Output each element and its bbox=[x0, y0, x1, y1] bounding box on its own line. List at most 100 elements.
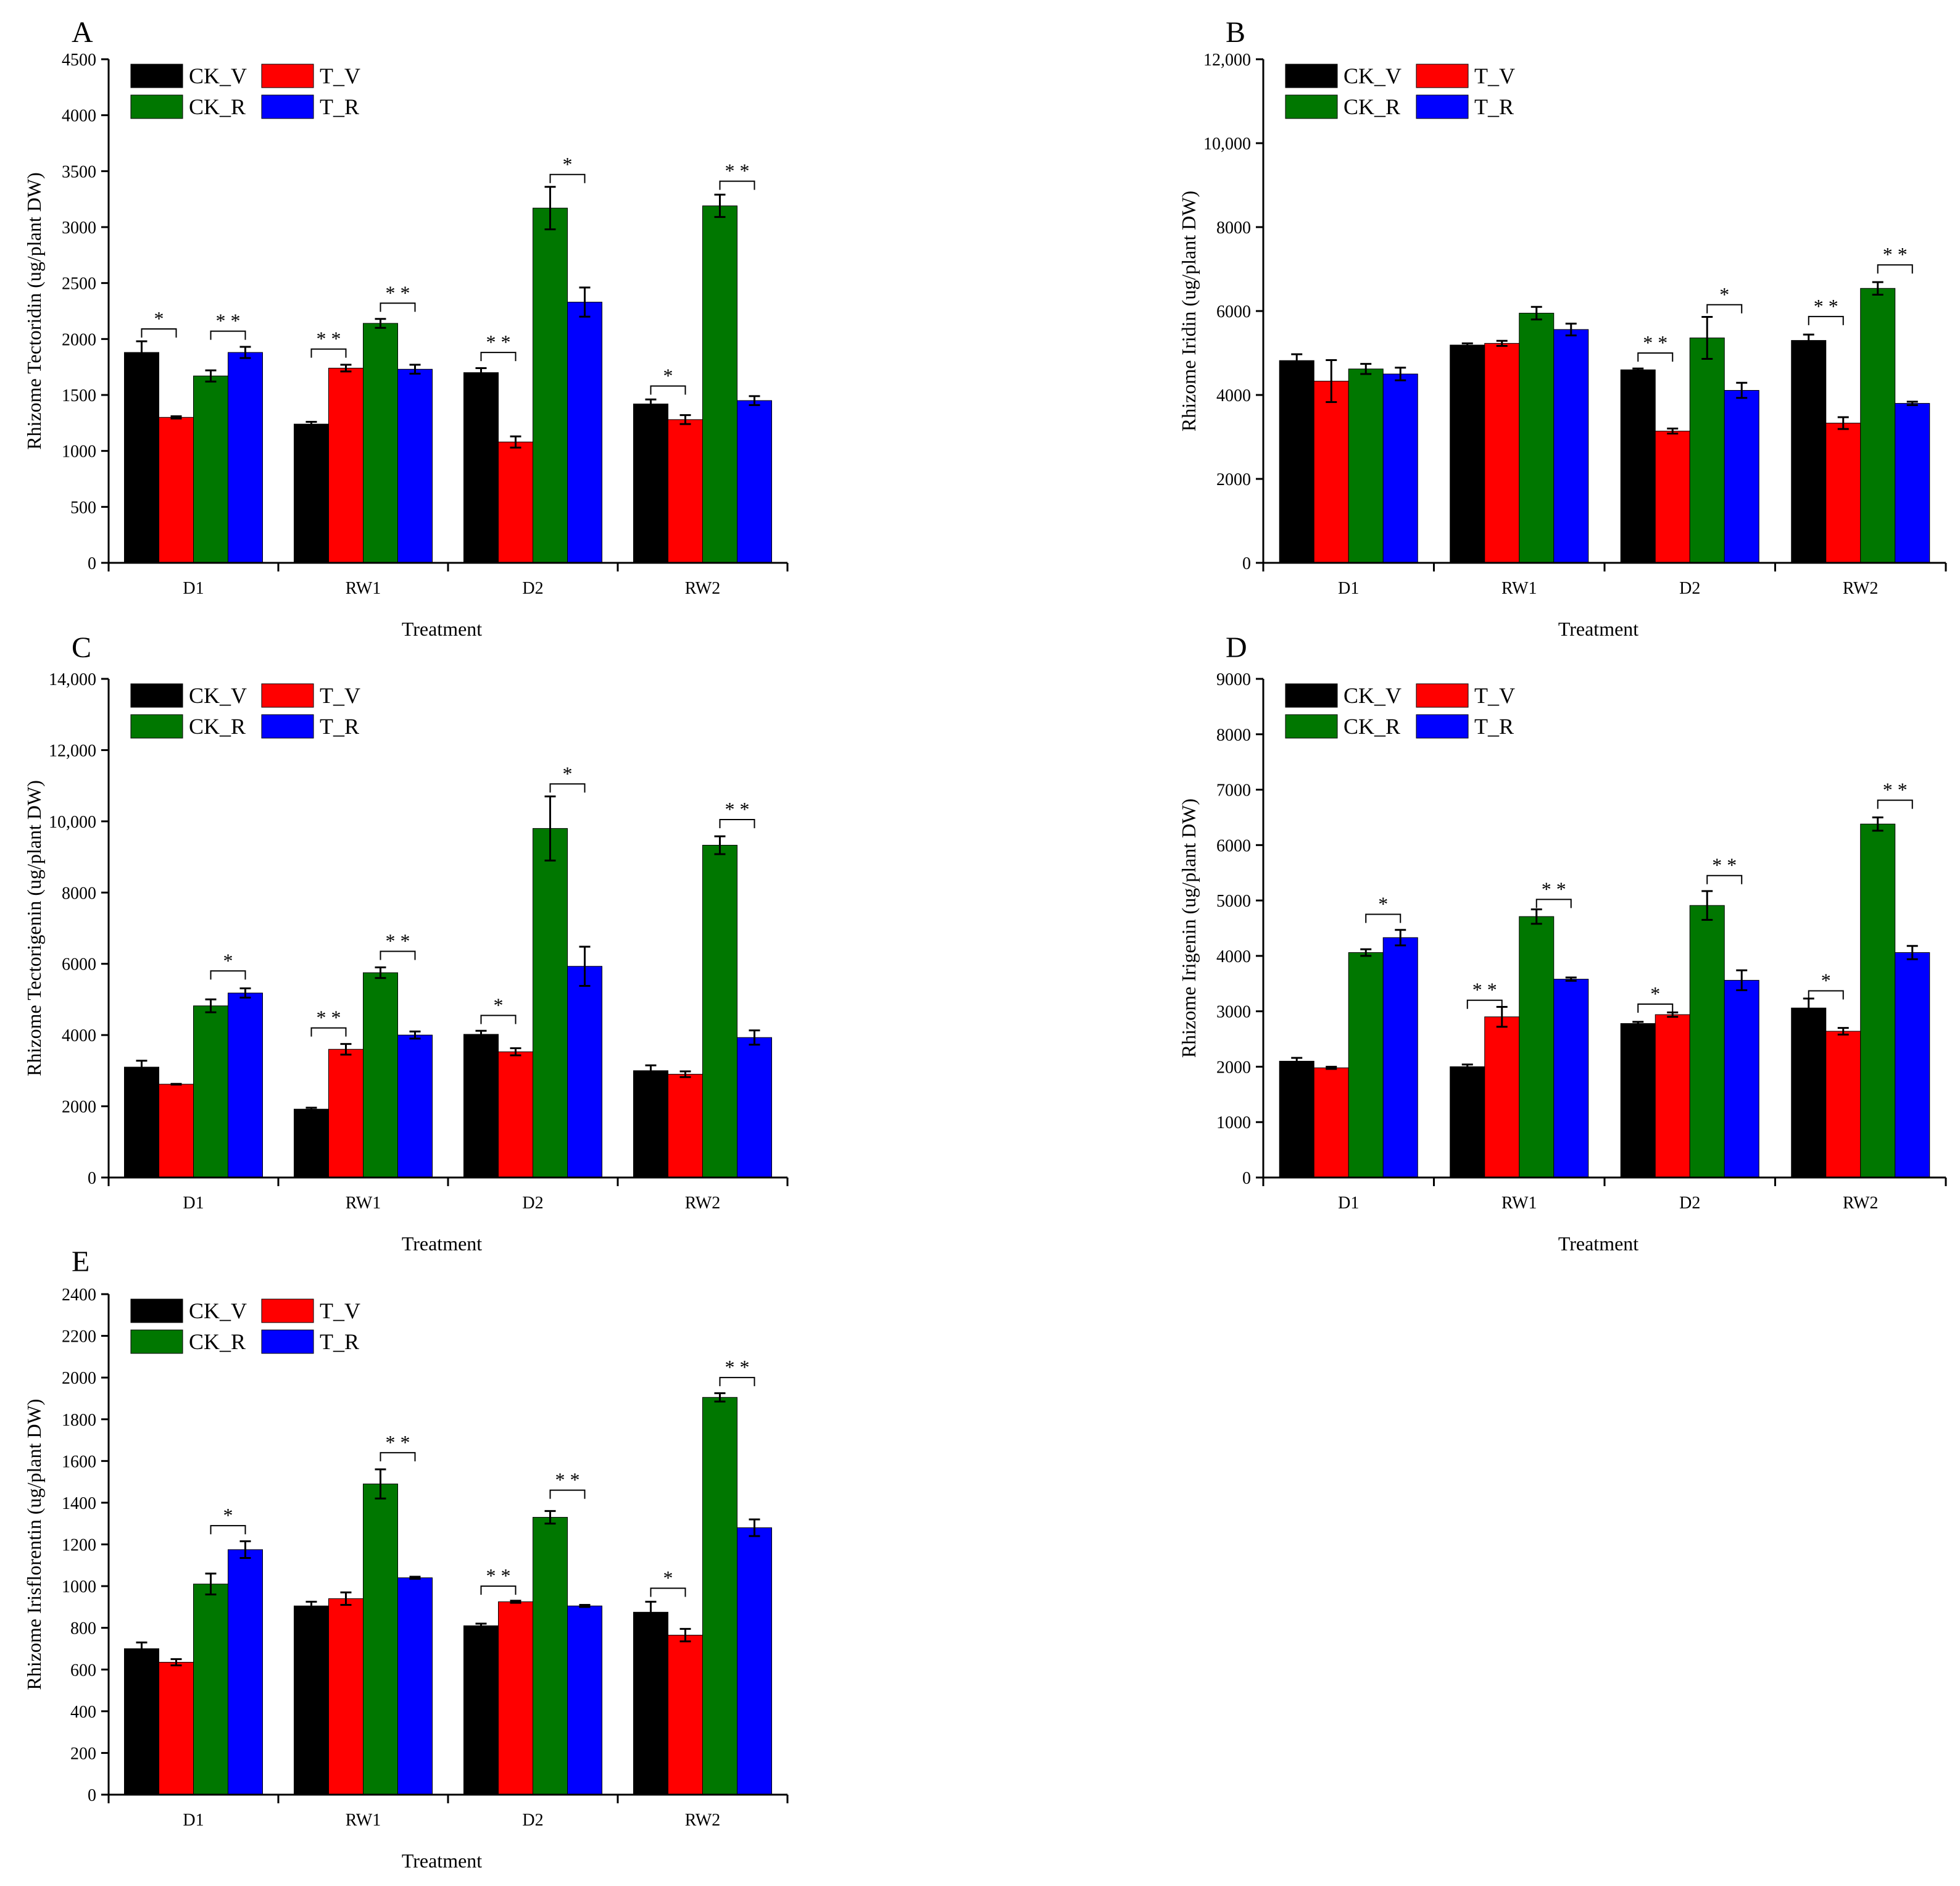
y-tick-label: 1400 bbox=[62, 1494, 96, 1513]
bar-ck-r-rw1 bbox=[363, 1484, 398, 1795]
bar-ck-r-rw2 bbox=[1860, 823, 1896, 1178]
bar-ck-v-rw2 bbox=[1791, 340, 1827, 563]
y-tick-label: 8000 bbox=[1216, 726, 1251, 745]
significance-bracket bbox=[310, 348, 347, 358]
bar-ck-v-rw1 bbox=[294, 423, 329, 563]
x-axis-title: Treatment bbox=[402, 618, 482, 640]
legend: CK_V T_V CK_R T_R bbox=[130, 683, 360, 739]
y-tick-label: 10,000 bbox=[49, 813, 96, 832]
legend-swatch-t-v bbox=[261, 64, 314, 88]
bar-ck-r-rw1 bbox=[1519, 312, 1555, 563]
legend-swatch-t-r bbox=[1416, 94, 1469, 119]
significance-label: * bbox=[1719, 283, 1729, 305]
x-axis-title: Treatment bbox=[1558, 618, 1638, 640]
bar-ck-v-d1 bbox=[124, 1648, 159, 1795]
significance-bracket bbox=[1808, 315, 1844, 325]
bar-ck-v-d2 bbox=[463, 372, 499, 563]
y-tick-label: 4000 bbox=[1216, 386, 1251, 405]
y-axis-title: Rhizome Iridin (ug/plant DW) bbox=[1177, 191, 1200, 431]
bar-t-r-rw1 bbox=[397, 368, 433, 563]
legend-label-t-r: T_R bbox=[320, 94, 359, 119]
significance-bracket bbox=[380, 302, 416, 312]
bar-t-r-d2 bbox=[567, 1605, 602, 1795]
legend-swatch-ck-r bbox=[1285, 714, 1338, 739]
bar-t-v-d1 bbox=[1313, 381, 1349, 563]
significance-label: * * bbox=[1883, 243, 1908, 265]
panel-letter: A bbox=[72, 16, 93, 49]
legend-swatch-ck-v bbox=[1285, 683, 1338, 708]
significance-label: * * bbox=[1712, 854, 1737, 876]
bar-ck-v-rw1 bbox=[294, 1108, 329, 1178]
bar-ck-r-rw2 bbox=[702, 206, 737, 563]
bar-t-v-d2 bbox=[498, 1051, 533, 1178]
legend-swatch-t-r bbox=[261, 714, 314, 739]
bar-t-v-d2 bbox=[1655, 1014, 1690, 1178]
y-tick-label: 7000 bbox=[1216, 781, 1251, 800]
y-tick-label: 3500 bbox=[62, 162, 96, 181]
bar-ck-v-d2 bbox=[1620, 369, 1656, 563]
legend-swatch-ck-v bbox=[130, 683, 183, 708]
bar-t-r-rw2 bbox=[737, 1527, 772, 1795]
y-tick-label: 4500 bbox=[62, 51, 96, 70]
y-tick-label: 2000 bbox=[1216, 1058, 1251, 1077]
significance-label: * * bbox=[555, 1469, 580, 1491]
bar-t-v-d2 bbox=[498, 1601, 533, 1795]
y-tick-label: 2000 bbox=[62, 1098, 96, 1117]
bar-ck-v-d2 bbox=[463, 1625, 499, 1795]
y-tick-label: 4000 bbox=[1216, 947, 1251, 966]
panel-letter: D bbox=[1226, 631, 1247, 664]
significance-label: * * bbox=[1814, 295, 1838, 317]
legend-label-ck-v: CK_V bbox=[189, 64, 247, 88]
y-tick-label: 8000 bbox=[1216, 218, 1251, 238]
y-tick-label: 0 bbox=[88, 554, 96, 573]
significance-bracket bbox=[719, 818, 755, 828]
significance-bracket bbox=[1877, 264, 1913, 274]
panel-letter: B bbox=[1226, 16, 1245, 49]
x-tick-label: RW2 bbox=[685, 579, 721, 598]
y-tick-label: 500 bbox=[70, 498, 96, 517]
bar-t-v-rw2 bbox=[1825, 1031, 1861, 1178]
bar-t-v-d1 bbox=[1313, 1067, 1349, 1178]
legend-swatch-ck-v bbox=[1285, 64, 1338, 88]
significance-label: * bbox=[563, 762, 573, 784]
bar-ck-v-rw2 bbox=[633, 1611, 668, 1795]
x-tick-label: D2 bbox=[522, 1811, 543, 1830]
y-tick-label: 1200 bbox=[62, 1536, 96, 1555]
significance-bracket bbox=[1535, 899, 1572, 908]
y-tick-label: 14,000 bbox=[49, 670, 96, 689]
significance-bracket bbox=[480, 352, 517, 362]
x-axis-title: Treatment bbox=[402, 1850, 482, 1872]
x-tick-label: D1 bbox=[183, 579, 204, 598]
x-tick-label: D2 bbox=[1679, 1194, 1700, 1213]
bar-ck-r-d2 bbox=[1689, 905, 1725, 1178]
bar-ck-r-d2 bbox=[533, 207, 568, 563]
y-tick-label: 1800 bbox=[62, 1411, 96, 1430]
legend-label-ck-r: CK_R bbox=[189, 1329, 246, 1354]
y-tick-label: 200 bbox=[70, 1744, 96, 1763]
legend-label-t-r: T_R bbox=[1474, 714, 1514, 739]
legend-label-t-v: T_V bbox=[320, 683, 360, 708]
bar-t-v-rw2 bbox=[1825, 423, 1861, 563]
bar-t-r-rw2 bbox=[737, 400, 772, 563]
bar-ck-v-d2 bbox=[463, 1034, 499, 1178]
significance-label: * * bbox=[486, 331, 511, 353]
bar-t-v-d1 bbox=[159, 1661, 194, 1795]
legend-swatch-t-r bbox=[261, 94, 314, 119]
y-tick-label: 12,000 bbox=[49, 741, 96, 760]
legend-swatch-ck-r bbox=[130, 1329, 183, 1354]
x-axis-title: Treatment bbox=[1558, 1232, 1638, 1255]
significance-label: * * bbox=[725, 1356, 750, 1378]
y-tick-label: 0 bbox=[1242, 1169, 1251, 1188]
bar-t-v-rw2 bbox=[668, 1074, 703, 1178]
x-tick-label: RW1 bbox=[1501, 1194, 1537, 1213]
y-tick-label: 2400 bbox=[62, 1286, 96, 1305]
x-tick-label: D1 bbox=[183, 1194, 204, 1213]
bar-ck-r-d1 bbox=[193, 1584, 228, 1795]
significance-bracket bbox=[210, 970, 246, 980]
chart-panel-c: C 0 2000 4000 6000 8000 10,000 12,000 14,000 D1 RW… bbox=[23, 631, 789, 1255]
legend-swatch-t-r bbox=[1416, 714, 1469, 739]
significance-bracket bbox=[210, 1525, 246, 1535]
significance-bracket bbox=[310, 1027, 347, 1037]
bar-t-r-rw2 bbox=[1895, 952, 1930, 1178]
